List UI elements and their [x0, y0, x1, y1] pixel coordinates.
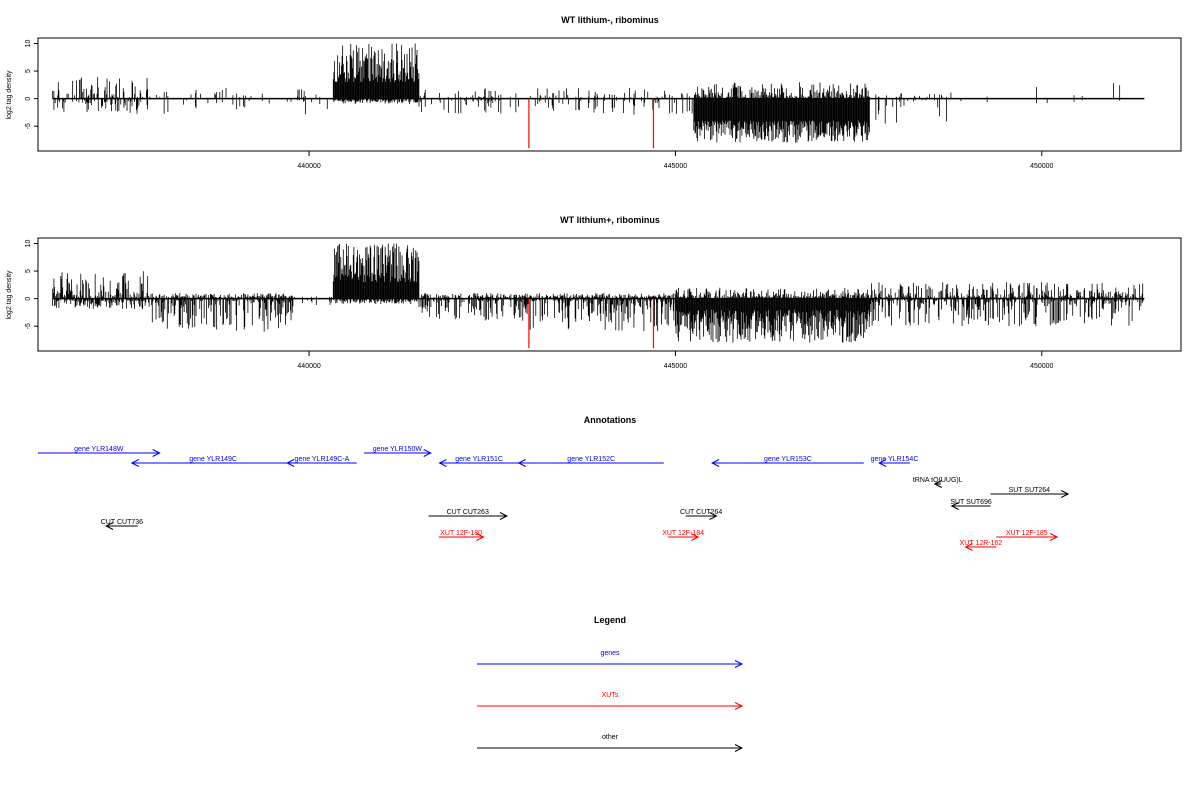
- annotation-gene-ylr148w: gene YLR148W: [38, 446, 161, 457]
- track-1-xtick-label: 450000: [1030, 163, 1053, 170]
- annotation-arrow-head: [1049, 533, 1059, 541]
- annotation-cut-cut264: CUT CUT264: [680, 509, 722, 520]
- annotation-arrow-head: [933, 480, 943, 488]
- annotation-arrow-head: [710, 459, 720, 467]
- annotation-arrow-head: [878, 459, 887, 467]
- track-2-bars: [52, 243, 1145, 349]
- annotation-label: gene YLR151C: [455, 456, 503, 463]
- annotation-gene-ylr149c: gene YLR149C: [130, 456, 295, 467]
- legend-panel: Legend genes XUTs other: [477, 615, 744, 752]
- annotation-gene-ylr154c: gene YLR154C: [871, 456, 919, 467]
- annotation-gene-ylr152c: gene YLR152C: [517, 456, 664, 467]
- annotation-arrow-head: [438, 459, 447, 467]
- annotation-label: gene YLR149C-A: [295, 456, 350, 463]
- legend-entry-other: other: [477, 734, 744, 752]
- legend-arrow-head: [734, 660, 744, 668]
- annotation-xut-12f-184: XUT 12F-184: [662, 530, 704, 541]
- annotation-label: gene YLR153C: [764, 456, 812, 463]
- annotation-label: gene YLR150W: [373, 446, 423, 453]
- annotation-arrow-head: [130, 459, 140, 467]
- legend-entry-genes: genes: [477, 650, 744, 668]
- annotation-arrow-head: [423, 449, 432, 457]
- annotation-sut-sut264: SUT SUT264: [990, 487, 1070, 498]
- annotation-label: gene YLR154C: [871, 456, 919, 463]
- annotation-cut-cut736: CUT CUT736: [101, 519, 143, 530]
- annotation-arrow-head: [709, 512, 718, 520]
- annotation-features: gene YLR148W gene YLR149C gene YLR149C-A ge…: [38, 446, 1070, 551]
- annotation-gene-ylr151c: gene YLR151C: [438, 456, 519, 467]
- track-lithium-plus: WT lithium+, ribominus log2 tag density …: [6, 215, 1182, 370]
- track-1-xtick-label: 440000: [297, 163, 320, 170]
- annotation-xut-12r-162: XUT 12R-162: [960, 540, 1003, 551]
- annotation-arrow-head: [690, 533, 700, 541]
- annotation-label: XUT 12F-185: [1006, 530, 1048, 537]
- annotation-gene-ylr153c: gene YLR153C: [710, 456, 864, 467]
- annotation-arrow-head: [476, 533, 485, 541]
- track-1-ytick-label: 0: [25, 97, 32, 101]
- annotation-arrow-head: [152, 449, 161, 457]
- annotation-label: XUT 12F-184: [662, 530, 704, 537]
- annotation-arrow-head: [950, 502, 959, 510]
- annotation-label: tRNA tQ(UUG)L: [913, 477, 963, 484]
- annotation-sut-sut696: SUT SUT696: [950, 499, 992, 510]
- track-1-plot-frame: [37, 37, 1182, 152]
- track-2-xtick-label: 445000: [664, 363, 687, 370]
- annotation-label: gene YLR148W: [74, 446, 124, 453]
- track-1-bars: [52, 43, 1145, 149]
- annotation-label: gene YLR149C: [189, 456, 237, 463]
- annotation-cut-cut263: CUT CUT263: [428, 509, 509, 520]
- legend-label: other: [602, 734, 619, 741]
- track-2-xtick-label: 450000: [1030, 363, 1053, 370]
- track-2-ytick-label: 10: [25, 240, 32, 248]
- track-2-ytick-label: 0: [25, 297, 32, 301]
- annotations-title: Annotations: [584, 415, 637, 425]
- legend-label: genes: [600, 650, 620, 657]
- annotation-xut-12f-185: XUT 12F-185: [996, 530, 1059, 541]
- track-1-axes: -5 0 5 10 440000 445000 450000: [25, 40, 1054, 170]
- annotation-label: CUT CUT263: [447, 509, 489, 516]
- annotation-xut-12f-180: XUT 12F-180: [438, 530, 485, 541]
- legend-entries: genes XUTs other: [477, 650, 744, 752]
- track-lithium-minus: WT lithium-, ribominus log2 tag density …: [6, 15, 1182, 170]
- annotation-arrow-head: [105, 522, 114, 530]
- track-2-plot-frame: [37, 237, 1182, 352]
- track-1-ytick-label: 10: [25, 40, 32, 48]
- track-2-axes: -5 0 5 10 440000 445000 450000: [25, 240, 1054, 370]
- track-2-ytick-label: 5: [25, 269, 32, 273]
- annotation-arrow-head: [285, 459, 295, 467]
- annotation-arrow-head: [517, 459, 526, 467]
- track-1-ylabel: log2 tag density: [6, 70, 13, 120]
- track-2-ytick-label: -5: [25, 323, 32, 329]
- track-1-xtick-label: 445000: [664, 163, 687, 170]
- legend-entry-xuts: XUTs: [477, 692, 744, 710]
- annotation-label: CUT CUT264: [680, 509, 722, 516]
- annotation-label: XUT 12R-162: [960, 540, 1003, 547]
- annotation-label: XUT 12F-180: [440, 530, 482, 537]
- legend-arrow-head: [734, 702, 744, 710]
- annotation-trna-tq-uug-l: tRNA tQ(UUG)L: [913, 477, 963, 488]
- legend-title: Legend: [594, 615, 626, 625]
- annotation-label: SUT SUT264: [1009, 487, 1051, 494]
- track-2-xtick-label: 440000: [297, 363, 320, 370]
- annotation-arrow-head: [1060, 490, 1070, 498]
- track-1-title: WT lithium-, ribominus: [561, 15, 659, 25]
- legend-label: XUTs: [602, 692, 619, 699]
- annotation-arrow-head: [499, 512, 509, 520]
- annotation-label: CUT CUT736: [101, 519, 143, 526]
- annotation-label: gene YLR152C: [567, 456, 615, 463]
- annotation-gene-ylr149c-a: gene YLR149C-A: [285, 456, 357, 467]
- track-1-ytick-label: -5: [25, 123, 32, 129]
- legend-arrow-head: [734, 744, 744, 752]
- annotation-gene-ylr150w: gene YLR150W: [364, 446, 432, 457]
- track-2-ylabel: log2 tag density: [6, 270, 13, 320]
- annotation-label: SUT SUT696: [950, 499, 992, 506]
- annotation-arrow-head: [964, 543, 973, 551]
- track-1-ytick-label: 5: [25, 69, 32, 73]
- track-2-title: WT lithium+, ribominus: [560, 215, 660, 225]
